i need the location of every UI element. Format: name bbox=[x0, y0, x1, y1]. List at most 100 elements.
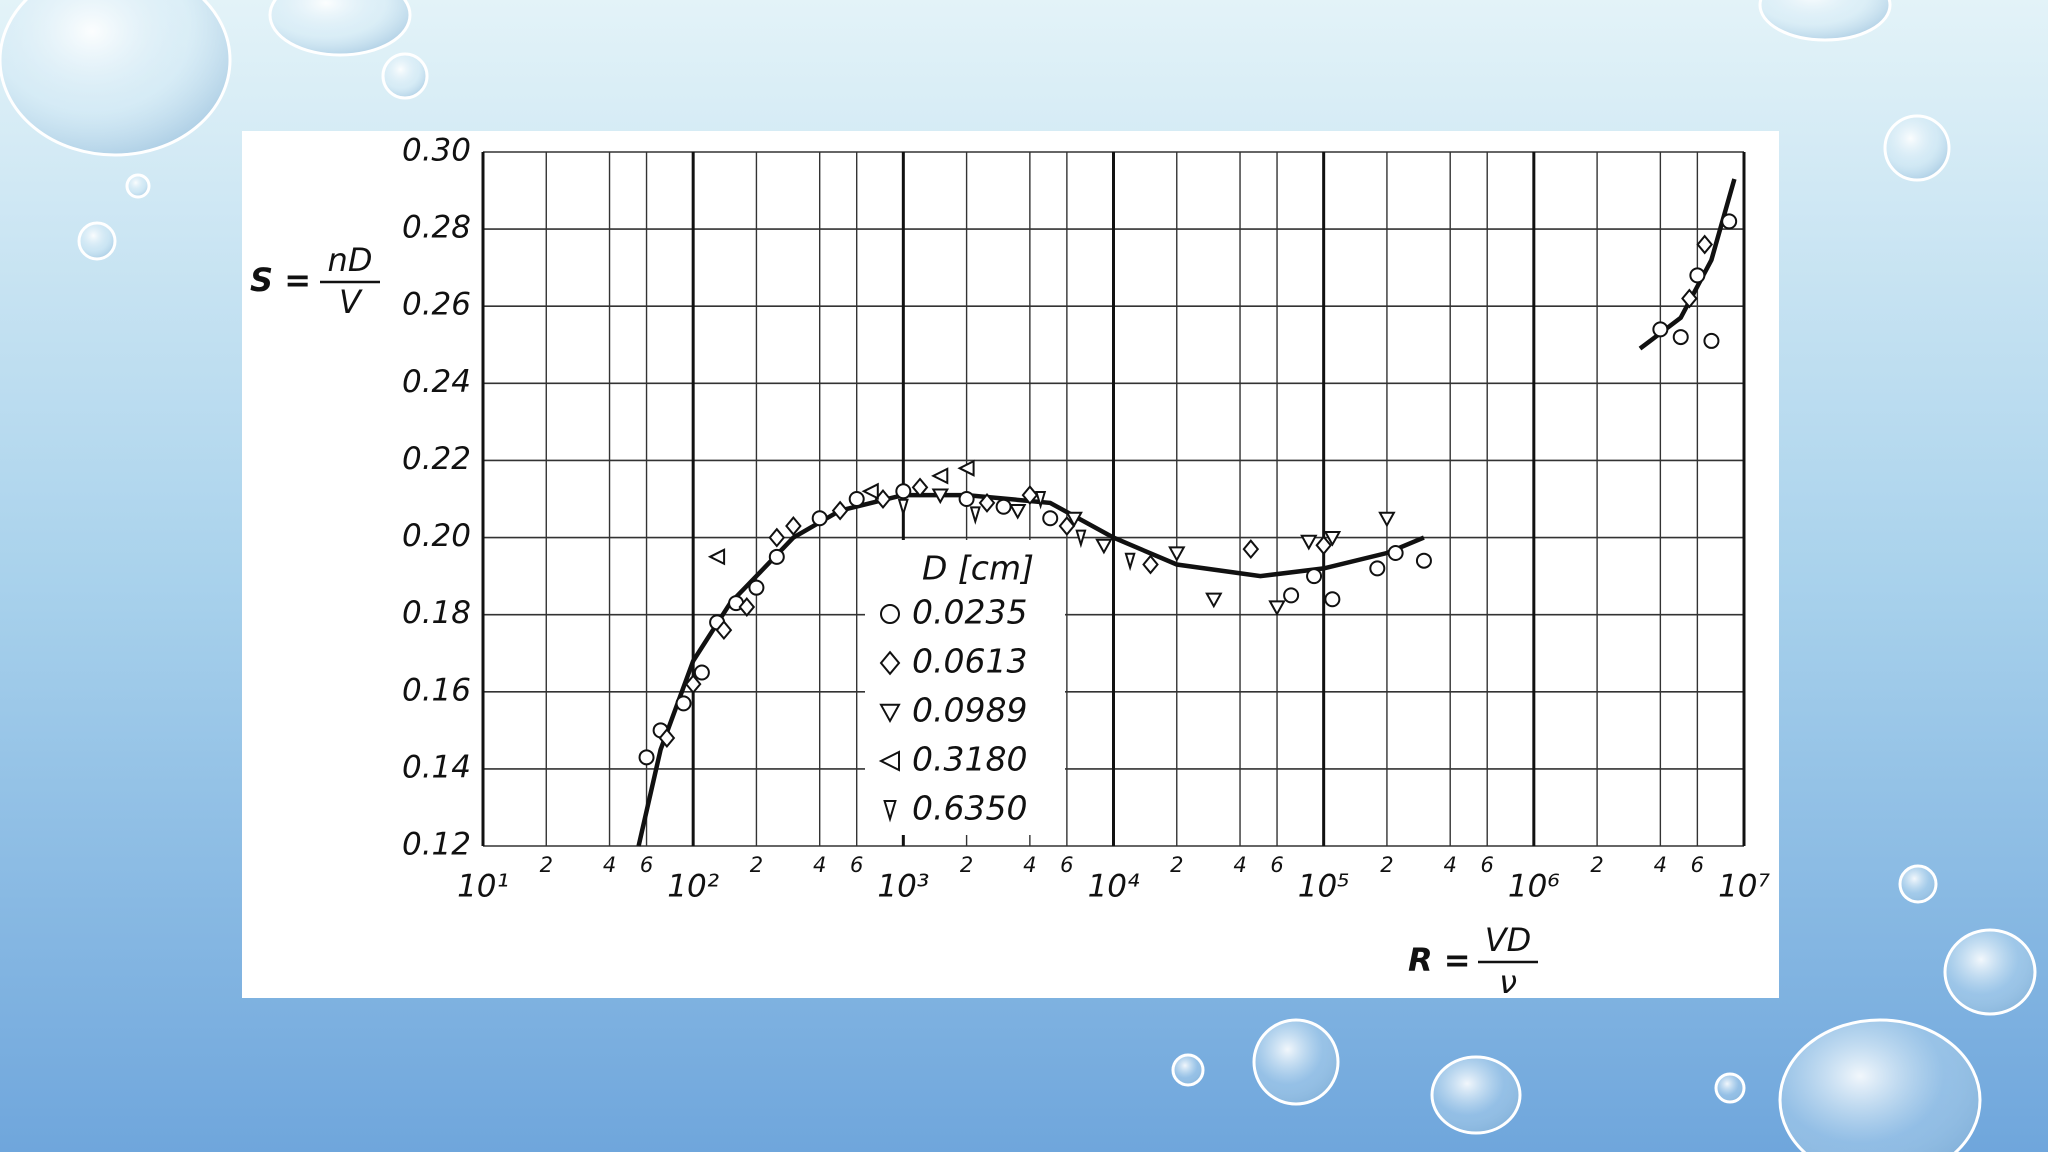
data-point bbox=[931, 467, 949, 485]
y-tick-label: 0.16 bbox=[402, 672, 471, 708]
legend-marker bbox=[880, 604, 900, 624]
legend-marker bbox=[879, 703, 901, 724]
x-minor-tick-label: 4 bbox=[603, 853, 616, 877]
y-tick-label: 0.24 bbox=[402, 364, 471, 400]
data-point bbox=[958, 491, 975, 507]
data-point bbox=[1075, 529, 1087, 549]
data-point bbox=[897, 498, 909, 518]
data-point bbox=[1035, 491, 1047, 510]
chart: 0.12 0.14 0.16 0.18 0.20 0.22 0.24 0.26 0.28 0.30… bbox=[250, 133, 1771, 1002]
x-minor-tick-label: 4 bbox=[1444, 853, 1457, 877]
x-minor-tick-label: 2 bbox=[1380, 853, 1393, 877]
x-minor-tick-label: 6 bbox=[1691, 853, 1704, 877]
data-point bbox=[995, 498, 1012, 515]
data-point bbox=[638, 749, 655, 766]
data-point bbox=[1324, 591, 1341, 608]
data-point bbox=[684, 674, 702, 695]
data-point bbox=[1058, 516, 1076, 536]
data-point bbox=[1387, 544, 1404, 561]
y-axis-label-denominator: V bbox=[339, 283, 363, 321]
bubble bbox=[268, 0, 412, 57]
data-point bbox=[861, 482, 879, 500]
bubble bbox=[1778, 1018, 1982, 1152]
data-point bbox=[1315, 535, 1333, 556]
data-point bbox=[931, 488, 949, 505]
legend-label: 0.6350 bbox=[912, 789, 1027, 828]
data-point bbox=[1415, 552, 1432, 569]
x-tick-label: 10⁷ bbox=[1718, 869, 1770, 905]
data-point bbox=[1283, 587, 1300, 604]
x-minor-tick-label: 4 bbox=[1233, 853, 1246, 877]
bubble bbox=[1898, 864, 1938, 904]
data-point bbox=[831, 500, 849, 521]
data-point bbox=[1142, 554, 1159, 575]
data-point bbox=[707, 548, 726, 566]
data-point bbox=[1703, 332, 1720, 349]
legend-box bbox=[865, 540, 1065, 835]
data-point bbox=[1168, 546, 1186, 563]
legend-label: 0.3180 bbox=[912, 740, 1027, 779]
bubble bbox=[1883, 114, 1951, 182]
x-axis-label-lhs: R = bbox=[1408, 941, 1471, 979]
x-minor-tick-label: 4 bbox=[1654, 853, 1667, 877]
bubble bbox=[77, 221, 117, 261]
data-point bbox=[748, 579, 765, 596]
x-tick-label: 10¹ bbox=[457, 869, 509, 905]
data-point bbox=[1323, 531, 1342, 547]
legend-label: 0.0613 bbox=[912, 642, 1027, 681]
bubble bbox=[1252, 1018, 1340, 1106]
y-tick-label: 0.28 bbox=[402, 210, 471, 246]
data-point bbox=[1268, 600, 1286, 617]
legend: D [cm] 0.0235 0.0613 0.0989 0.3180 0.6350 bbox=[865, 540, 1065, 835]
x-minor-tick-label: 2 bbox=[540, 853, 553, 877]
x-tick-label: 10² bbox=[667, 869, 719, 905]
data-point bbox=[1689, 267, 1706, 284]
y-axis-label-numerator: nD bbox=[328, 241, 373, 279]
x-minor-tick-label: 2 bbox=[960, 853, 973, 877]
data-point bbox=[768, 548, 785, 565]
bubble bbox=[1758, 0, 1892, 42]
bubble bbox=[1943, 928, 2037, 1016]
legend-marker bbox=[879, 650, 901, 676]
data-point bbox=[911, 477, 929, 498]
data-point bbox=[1042, 510, 1059, 527]
x-minor-tick-label: 2 bbox=[1170, 853, 1183, 877]
data-point bbox=[811, 510, 828, 527]
x-minor-tick-label: 6 bbox=[850, 853, 863, 877]
data-point bbox=[1681, 288, 1698, 309]
data-point bbox=[848, 491, 865, 507]
y-tick-label: 0.14 bbox=[402, 749, 471, 785]
y-tick-label: 0.18 bbox=[402, 595, 471, 631]
legend-title: D [cm] bbox=[922, 549, 1034, 588]
legend-marker bbox=[878, 750, 900, 772]
data-point bbox=[1009, 504, 1027, 520]
bubble bbox=[1430, 1055, 1522, 1135]
data-point bbox=[715, 620, 733, 641]
data-point bbox=[1696, 234, 1714, 255]
data-point bbox=[1721, 213, 1738, 230]
data-point bbox=[693, 664, 710, 681]
x-minor-tick-label: 6 bbox=[1270, 853, 1283, 877]
x-tick-label: 10⁴ bbox=[1088, 869, 1140, 905]
y-tick-label: 0.30 bbox=[402, 133, 471, 169]
data-point bbox=[1369, 560, 1386, 577]
data-point bbox=[675, 695, 692, 712]
data-point bbox=[785, 516, 802, 536]
data-point bbox=[658, 728, 676, 748]
x-tick-label: 10⁵ bbox=[1298, 869, 1350, 905]
y-axis-label-lhs: S = bbox=[250, 261, 311, 299]
data-point bbox=[1124, 552, 1136, 572]
legend-marker bbox=[883, 800, 897, 823]
data-point bbox=[1300, 534, 1318, 551]
data-point bbox=[1205, 592, 1223, 609]
legend-label: 0.0235 bbox=[912, 593, 1027, 632]
x-axis-label-denominator: ν bbox=[1499, 963, 1517, 1001]
legend-label: 0.0989 bbox=[912, 691, 1027, 730]
bubble bbox=[381, 52, 429, 100]
data-point bbox=[1065, 511, 1083, 528]
x-minor-tick-label: 2 bbox=[750, 853, 763, 877]
y-tick-label: 0.26 bbox=[402, 287, 471, 323]
data-point bbox=[768, 527, 786, 548]
data-point bbox=[969, 506, 981, 525]
